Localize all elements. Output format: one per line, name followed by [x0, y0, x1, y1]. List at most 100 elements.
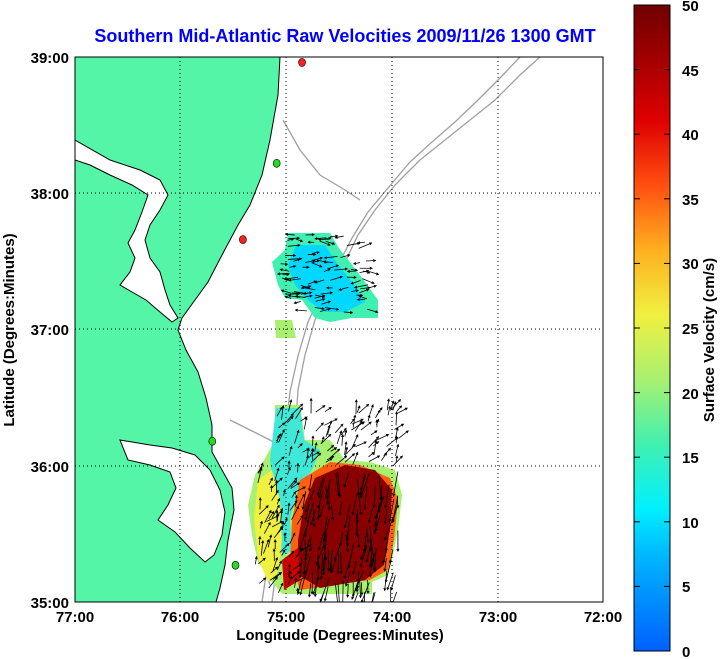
velocity-arrow: [273, 539, 277, 550]
velocity-arrow: [324, 478, 331, 499]
velocity-arrow: [305, 233, 315, 237]
colorbar-tick-label: 10: [682, 515, 699, 532]
velocity-arrow: [319, 553, 324, 580]
velocity-arrow: [268, 510, 275, 520]
velocity-arrow: [311, 256, 324, 262]
velocity-arrow: [383, 508, 388, 525]
velocity-arrow: [304, 454, 309, 466]
velocity-arrow: [317, 237, 329, 241]
velocity-arrow: [350, 418, 355, 425]
x-axis: 77:00 76:00 75:00 74:00 73:00 72:00 Long…: [56, 609, 622, 644]
velocity-arrow: [368, 455, 381, 462]
velocity-arrow: [291, 505, 299, 520]
velocity-arrow: [343, 556, 352, 580]
velocity-arrow: [288, 445, 293, 456]
velocity-arrow: [293, 301, 301, 305]
velocity-arrow: [359, 473, 365, 496]
velocity-arrow: [312, 509, 316, 528]
velocity-arrow: [287, 294, 301, 298]
velocity-arrow: [324, 406, 332, 413]
velocity-arrow: [322, 260, 334, 264]
velocity-arrow: [337, 582, 340, 602]
velocity-arrow: [294, 494, 298, 507]
velocity-arrow: [365, 541, 373, 563]
velocity-arrow: [362, 278, 375, 285]
velocity-arrow: [258, 535, 262, 546]
radar-station-marker: [231, 560, 240, 570]
velocity-arrow: [369, 403, 374, 415]
x-tick-label: 76:00: [161, 609, 199, 626]
velocity-arrow: [334, 582, 338, 602]
velocity-arrow: [303, 523, 308, 538]
velocity-arrow: [304, 504, 310, 521]
velocity-arrow: [350, 268, 359, 272]
grid-lines: [75, 57, 603, 602]
velocity-arrow: [260, 539, 265, 556]
velocity-arrow: [294, 486, 307, 493]
velocity-arrow: [370, 430, 378, 436]
pamlico-sound: [119, 439, 226, 563]
velocity-arrow: [392, 471, 399, 497]
velocity-arrow: [316, 555, 320, 581]
velocity-arrow: [396, 405, 403, 412]
velocity-arrow: [311, 435, 315, 446]
velocity-arrow: [310, 452, 322, 463]
velocity-arrow: [365, 259, 377, 263]
velocity-arrow: [384, 538, 389, 552]
velocity-arrow: [276, 434, 280, 444]
velocity-arrow: [282, 488, 286, 497]
velocity-arrow: [350, 280, 361, 285]
velocity-arrow: [352, 560, 357, 576]
velocity-arrow: [308, 474, 313, 492]
velocity-arrow: [280, 262, 289, 266]
velocity-arrow: [271, 504, 280, 519]
colorbar-tick-label: 50: [682, 0, 699, 15]
velocity-arrow: [316, 477, 324, 496]
velocity-arrow: [331, 505, 335, 521]
velocity-arrow: [294, 577, 298, 588]
velocity-arrow: [344, 429, 348, 437]
velocity-arrow: [351, 434, 359, 449]
velocity-arrow: [287, 502, 291, 515]
velocity-arrow: [384, 559, 392, 584]
velocity-arrow: [317, 554, 321, 570]
velocity-arrow: [263, 521, 271, 534]
velocity-arrow: [358, 295, 368, 300]
velocity-arrow: [398, 430, 409, 439]
velocity-arrow: [392, 455, 403, 467]
velocity-arrow: [333, 267, 349, 271]
velocity-arrow: [287, 278, 301, 282]
velocity-arrow: [298, 493, 305, 506]
velocity-arrow: [313, 576, 318, 598]
velocity-arrow: [276, 497, 281, 505]
velocity-arrow: [259, 577, 267, 584]
velocity-arrow: [319, 307, 331, 312]
velocity-arrow: [276, 272, 290, 276]
velocity-arrow: [268, 477, 273, 485]
velocity-arrow: [394, 423, 405, 430]
radar-station-marker: [208, 436, 217, 446]
velocity-arrow: [357, 534, 361, 549]
velocity-arrow: [287, 460, 291, 469]
velocity-arrow: [392, 591, 398, 602]
velocity-arrow: [315, 422, 324, 432]
velocity-arrow: [273, 526, 284, 539]
velocity-arrow: [301, 491, 307, 511]
radar-stations: [208, 58, 306, 570]
velocity-arrow: [288, 399, 293, 412]
velocity-arrow: [359, 269, 370, 274]
velocity-arrow: [267, 534, 273, 548]
velocity-arrow: [358, 403, 370, 414]
velocity-arrow: [299, 572, 307, 596]
velocity-arrow: [263, 538, 270, 554]
velocity-arrow: [387, 405, 391, 416]
velocity-arrow: [288, 236, 301, 240]
colorbar-label: Surface Velocity (cm/s): [701, 258, 718, 422]
velocity-arrow: [390, 398, 402, 411]
velocity-arrow: [369, 558, 373, 578]
velocity-arrow: [289, 265, 297, 268]
velocity-patch-south-cyan: [270, 408, 320, 556]
velocity-arrow: [308, 536, 312, 552]
velocity-arrow: [284, 413, 294, 425]
